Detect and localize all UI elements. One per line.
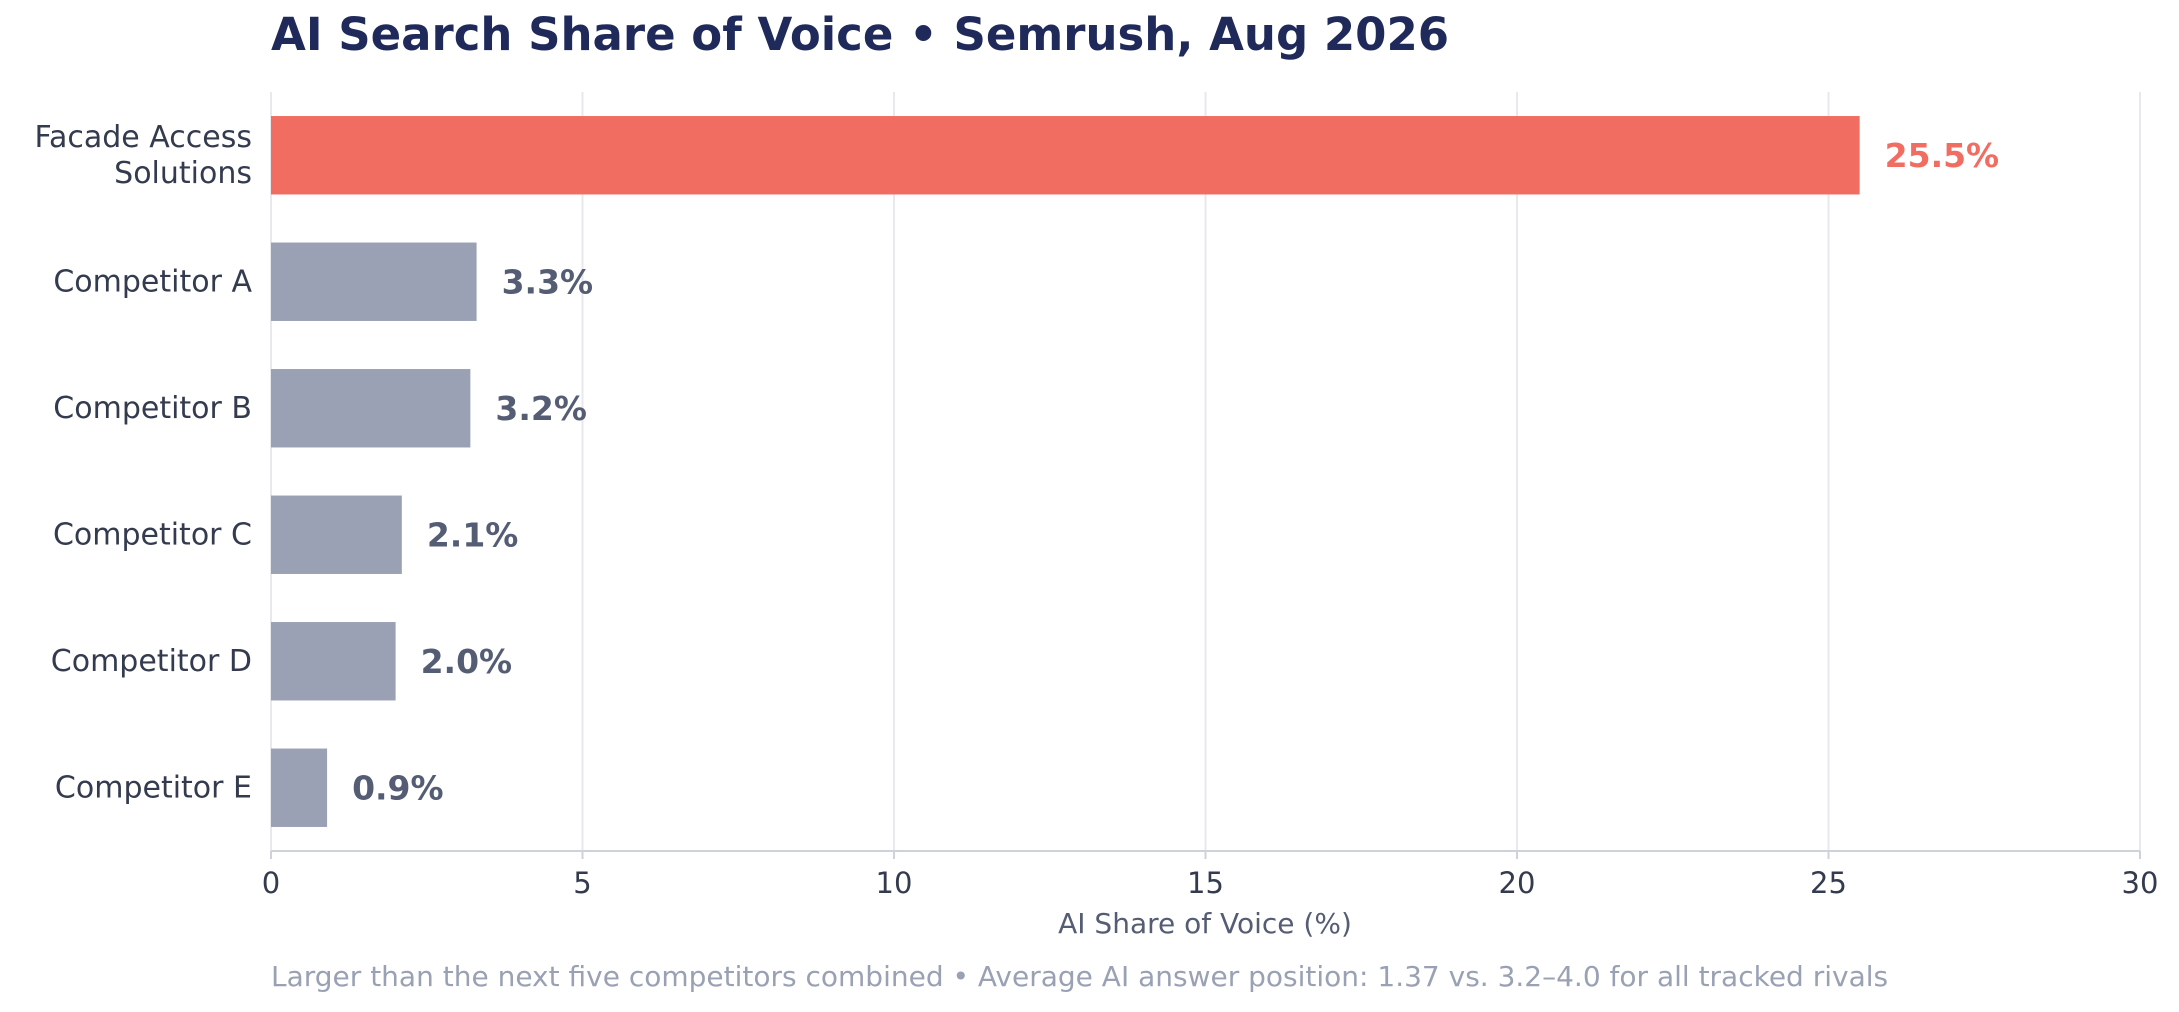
category-label-line: Competitor C bbox=[53, 517, 252, 552]
category-label-line: Competitor E bbox=[55, 770, 252, 805]
category-label-0: Facade Access Solutions bbox=[35, 120, 253, 191]
x-tick-label-0: 0 bbox=[262, 866, 280, 900]
category-label-4: Competitor D bbox=[51, 644, 252, 679]
value-label-4: 2.0% bbox=[421, 642, 513, 681]
category-label-line: Competitor A bbox=[53, 264, 252, 299]
category-label-1: Competitor A bbox=[53, 264, 252, 299]
x-tick-label-4: 20 bbox=[1499, 866, 1536, 900]
category-labels: Facade Access Solutions Competitor A Compet… bbox=[35, 120, 253, 806]
value-label-5: 0.9% bbox=[352, 768, 444, 807]
category-label-line: Competitor D bbox=[51, 644, 252, 679]
x-tick-label-2: 10 bbox=[876, 866, 913, 900]
category-label-3: Competitor C bbox=[53, 517, 252, 552]
value-label-2: 3.2% bbox=[495, 389, 587, 428]
category-label-line: Solutions bbox=[114, 156, 252, 191]
value-labels: 25.5% 3.3% 3.2% 2.1% 2.0% 0.9% bbox=[352, 136, 1999, 808]
chart-title: AI Search Share of Voice • Semrush, Aug … bbox=[271, 8, 1450, 61]
category-label-2: Competitor B bbox=[53, 391, 252, 426]
x-tick-label-1: 5 bbox=[573, 866, 591, 900]
value-label-1: 3.3% bbox=[502, 262, 594, 301]
category-label-line: Facade Access bbox=[35, 120, 253, 155]
category-label-line: Competitor B bbox=[53, 391, 252, 426]
bar-3 bbox=[271, 495, 402, 574]
gridlines bbox=[270, 92, 2141, 851]
chart-footnote: Larger than the next five competitors co… bbox=[271, 960, 1889, 993]
x-tick-label-5: 25 bbox=[1810, 866, 1847, 900]
bar-2 bbox=[271, 369, 471, 448]
bar-4 bbox=[271, 622, 396, 701]
bars bbox=[271, 116, 1860, 827]
bar-5 bbox=[271, 748, 328, 827]
bar-1 bbox=[271, 242, 477, 321]
x-axis-ticks: 0 5 10 15 20 25 30 bbox=[262, 851, 2159, 900]
category-label-5: Competitor E bbox=[55, 770, 252, 805]
value-label-0: 25.5% bbox=[1885, 136, 2000, 175]
x-tick-label-3: 15 bbox=[1187, 866, 1224, 900]
bar-0 bbox=[271, 116, 1860, 195]
x-tick-label-6: 30 bbox=[2122, 866, 2159, 900]
value-label-3: 2.1% bbox=[427, 515, 519, 554]
x-axis-label: AI Share of Voice (%) bbox=[1058, 907, 1352, 940]
